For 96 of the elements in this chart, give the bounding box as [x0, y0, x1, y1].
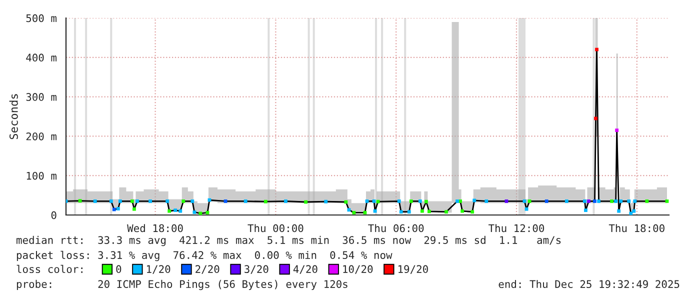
point	[93, 200, 97, 203]
point	[593, 200, 596, 203]
point	[584, 208, 588, 212]
point	[619, 200, 623, 203]
y-tick-label: 400 m	[26, 54, 56, 62]
point	[528, 200, 532, 203]
point	[116, 206, 120, 210]
point	[168, 209, 172, 213]
point	[544, 200, 548, 203]
point	[420, 209, 424, 213]
point	[522, 200, 526, 203]
point	[224, 200, 228, 203]
point	[397, 200, 401, 203]
point	[524, 207, 528, 211]
point	[444, 210, 448, 214]
point	[347, 208, 351, 212]
point	[617, 209, 621, 213]
point	[632, 209, 636, 213]
point	[407, 210, 411, 214]
point	[264, 200, 268, 204]
point	[595, 48, 598, 52]
y-tick-label: 0	[51, 211, 56, 220]
point	[627, 200, 631, 203]
text: median rtt: 33.3 ms avg 421.2 ms max 5.1 ms min 36.5 ms now 29.5 ms sd 1.1 am/s	[16, 236, 561, 246]
point	[484, 200, 488, 203]
point	[665, 200, 669, 203]
point	[614, 200, 618, 203]
point	[399, 210, 403, 214]
point	[324, 200, 328, 204]
point	[373, 209, 377, 213]
point	[132, 207, 136, 211]
point	[112, 208, 116, 212]
x-tick-label: Thu 12:00	[488, 224, 544, 232]
point	[363, 210, 367, 214]
text: probe: 20 ICMP Echo Pings (56 Bytes) every 120s	[16, 280, 348, 290]
point	[109, 200, 113, 203]
point	[594, 116, 598, 120]
point	[597, 200, 600, 203]
point	[504, 200, 508, 203]
point	[418, 200, 422, 203]
x-tick-label: Thu 00:00	[248, 224, 304, 232]
point	[424, 200, 428, 204]
point	[166, 200, 170, 203]
point	[458, 200, 462, 203]
x-tick-label: Wed 18:00	[127, 224, 183, 232]
y-tick-label: 200 m	[26, 132, 56, 140]
legend-label: 4/20	[293, 265, 318, 274]
point	[174, 208, 178, 212]
point	[629, 212, 633, 215]
point	[192, 210, 196, 214]
legend-label: 0	[116, 265, 122, 274]
point	[633, 200, 637, 203]
point	[376, 200, 380, 204]
point	[583, 200, 586, 203]
point	[456, 200, 459, 203]
legend-label: 10/20	[343, 265, 373, 274]
point	[372, 200, 376, 203]
legend-label: 2/20	[196, 265, 220, 274]
point	[409, 200, 413, 203]
y-tick-label: 500 m	[26, 14, 56, 22]
point	[587, 200, 590, 203]
point	[472, 198, 476, 202]
point	[428, 210, 431, 214]
point	[460, 209, 464, 213]
point	[206, 210, 210, 214]
text: packet loss: 3.31 % avg 76.42 % max 0.00 % min 0.54 % now	[16, 250, 392, 262]
point	[182, 200, 186, 203]
point	[284, 200, 288, 203]
point	[645, 200, 649, 203]
y-tick-label: 100 m	[26, 172, 56, 180]
point	[470, 210, 474, 214]
point	[130, 200, 134, 203]
point	[178, 209, 182, 213]
point	[136, 200, 139, 203]
legend-label: 1/20	[147, 265, 170, 274]
legend-label: 19/20	[398, 265, 428, 274]
point	[118, 200, 122, 203]
point	[615, 128, 619, 132]
point	[198, 212, 202, 215]
legend-label: 3/20	[244, 265, 268, 274]
x-tick-label: Thu 18:00	[608, 224, 664, 232]
text: loss color:	[16, 264, 82, 274]
point	[352, 210, 356, 214]
point	[244, 200, 248, 203]
point	[304, 200, 308, 204]
y-axis-title: Seconds	[9, 94, 18, 140]
point	[190, 200, 194, 203]
point	[365, 200, 369, 203]
point	[78, 199, 82, 203]
point	[148, 200, 152, 203]
y-tick-label: 300 m	[26, 93, 56, 101]
x-tick-label: Thu 06:00	[368, 224, 424, 232]
text: end: Thu Dec 25 19:32:49 2025	[498, 280, 680, 288]
point	[564, 200, 568, 203]
point	[610, 200, 614, 203]
point	[344, 200, 348, 204]
